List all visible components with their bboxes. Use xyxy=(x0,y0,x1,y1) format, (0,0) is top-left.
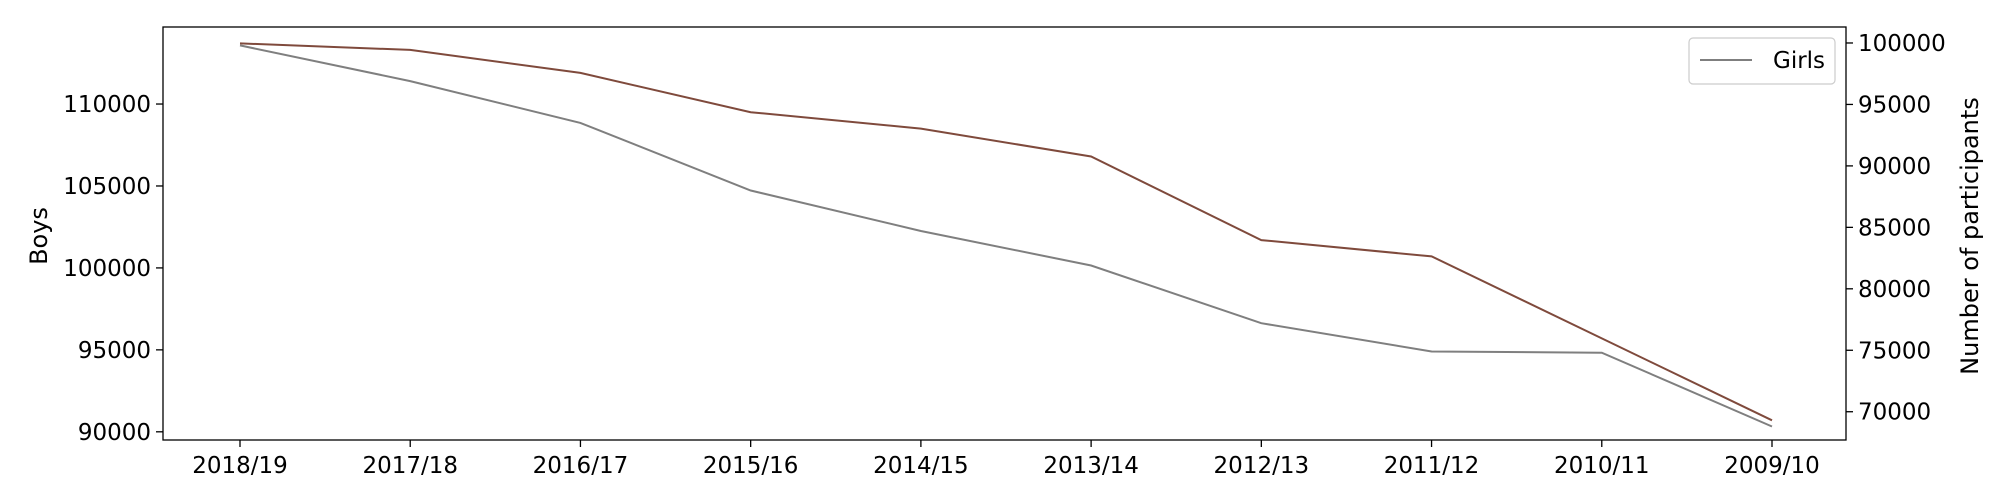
x-tick-label: 2011/12 xyxy=(1384,453,1480,479)
y-right-tick-label: 90000 xyxy=(1858,154,1931,180)
series-line-boys xyxy=(239,42,1773,422)
y-axis-left: 90000 95000 100000 105000 110000 xyxy=(63,92,163,446)
y-right-tick-label: 75000 xyxy=(1858,338,1931,364)
x-tick-label: 2012/13 xyxy=(1214,453,1310,479)
x-tick-label: 2013/14 xyxy=(1043,453,1139,479)
y-left-tick-label: 105000 xyxy=(63,174,151,200)
x-axis: 2018/19 2017/18 2016/17 2015/16 2014/15 2013/… xyxy=(192,440,1820,479)
x-tick-label: 2014/15 xyxy=(873,453,969,479)
y-left-tick-label: 90000 xyxy=(78,420,151,446)
y-right-tick-label: 80000 xyxy=(1858,277,1931,303)
series-line-girls xyxy=(239,44,1773,428)
legend-label-girls: Girls xyxy=(1773,48,1825,74)
x-tick-label: 2010/11 xyxy=(1554,453,1650,479)
y-right-tick-label: 85000 xyxy=(1858,215,1931,241)
x-tick-label: 2017/18 xyxy=(362,453,458,479)
legend-frame xyxy=(1688,37,1836,85)
y-right-tick-label: 95000 xyxy=(1858,92,1931,118)
y-left-tick-label: 95000 xyxy=(78,338,151,364)
x-tick-label: 2018/19 xyxy=(192,453,288,479)
legend: Girls xyxy=(1688,37,1836,85)
y-left-tick-label: 100000 xyxy=(63,256,151,282)
y-right-tick-label: 100000 xyxy=(1858,31,1946,57)
y-axis-right-title: Number of participants xyxy=(1956,97,1984,375)
series-lines xyxy=(239,42,1773,428)
y-right-tick-label: 70000 xyxy=(1858,400,1931,426)
x-tick-label: 2016/17 xyxy=(533,453,629,479)
y-axis-right: 70000 75000 80000 85000 90000 95000 100000 xyxy=(1846,31,1946,426)
plot-frame xyxy=(162,26,1847,441)
y-axis-left-title: Boys xyxy=(25,207,53,265)
x-tick-label: 2009/10 xyxy=(1724,453,1820,479)
x-tick-label: 2015/16 xyxy=(703,453,799,479)
y-left-tick-label: 110000 xyxy=(63,92,151,118)
